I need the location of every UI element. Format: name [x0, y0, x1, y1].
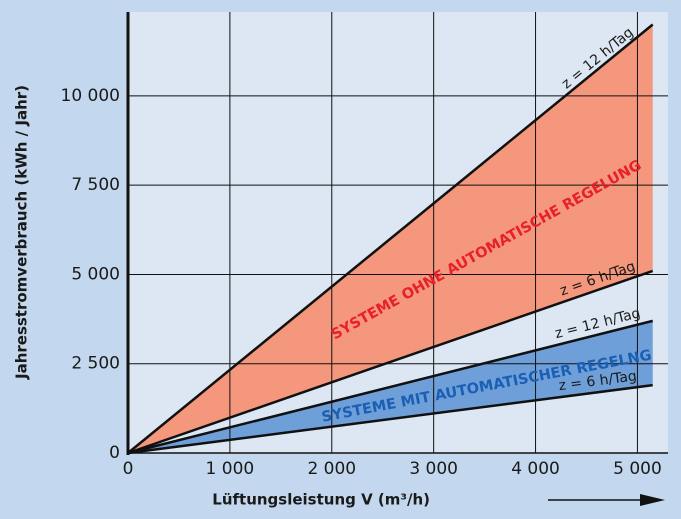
x-tick-label: 1 000 [206, 459, 255, 479]
x-tick-label: 5 000 [613, 459, 662, 479]
line [127, 383, 653, 455]
y-tick-label: 2 500 [71, 354, 120, 374]
line [127, 23, 654, 454]
x-tick-label: 4 000 [511, 459, 560, 479]
y-tick-label: 5 000 [71, 264, 120, 284]
y-tick-label: 10 000 [61, 86, 120, 106]
x-tick-label: 2 000 [307, 459, 356, 479]
x-axis-label: Lüftungsleistung V (m³/h) [212, 491, 430, 509]
y-tick-label: 7 500 [71, 175, 120, 195]
line [127, 319, 654, 455]
y-axis-label: Jahresstromverbrauch (kWh / Jahr) [13, 85, 31, 380]
x-tick-label: 0 [123, 459, 134, 479]
arrow-head [640, 494, 665, 506]
line [127, 269, 654, 455]
x-tick-label: 3 000 [409, 459, 458, 479]
y-tick-label: 0 [109, 443, 120, 463]
